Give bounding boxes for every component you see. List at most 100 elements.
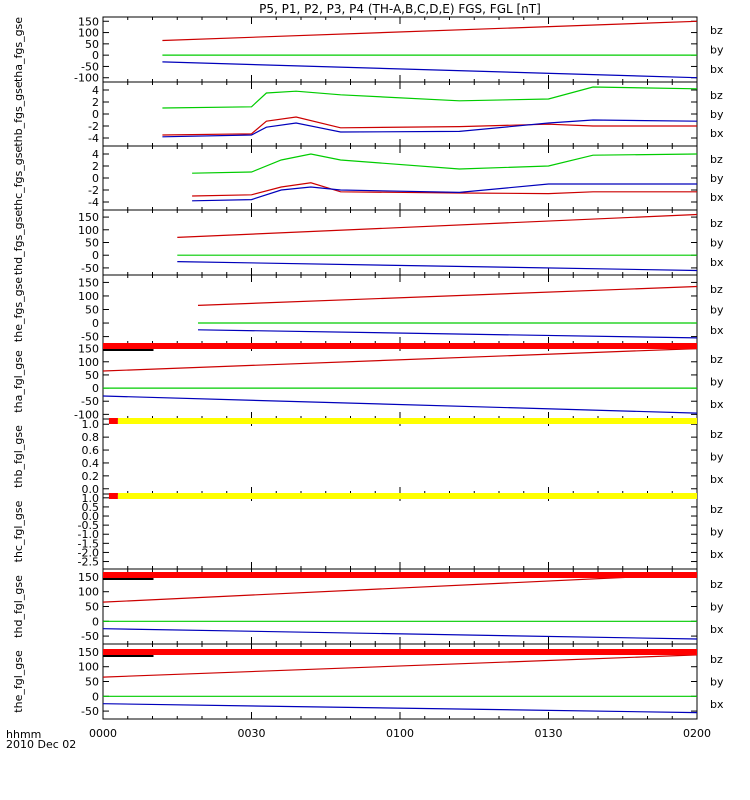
y-axis-label: the_fgs_gse — [12, 277, 25, 342]
flag-bar-black — [103, 578, 154, 580]
series-line-bx — [162, 119, 698, 138]
time-axis-label: hhmm — [6, 728, 41, 741]
flag-bar — [108, 418, 698, 424]
y-tick-label: 100 — [78, 356, 99, 369]
panel-frame — [102, 16, 698, 83]
legend-bz: bz — [710, 153, 723, 166]
flag-bar-black — [103, 349, 154, 351]
y-tick-label: 0.2 — [82, 470, 100, 483]
y-tick-label: 0 — [92, 690, 99, 703]
y-tick-label: 0 — [92, 49, 99, 62]
x-tick-label: 0200 — [683, 727, 711, 740]
legend-by: by — [710, 304, 724, 317]
y-tick-label: 2 — [92, 160, 99, 173]
series-line-bz — [197, 285, 698, 306]
legend-bx: bx — [710, 623, 724, 636]
legend-bx: bx — [710, 698, 724, 711]
x-tick-label: 0130 — [535, 727, 563, 740]
legend-bz: bz — [710, 89, 723, 102]
series-line-bx — [197, 329, 698, 339]
panel-frame — [102, 568, 698, 645]
y-tick-label: -2 — [88, 120, 99, 133]
x-tick-label: 0030 — [238, 727, 266, 740]
y-tick-label: 50 — [85, 601, 99, 614]
flag-bar-segment — [108, 493, 118, 499]
y-axis-label: thd_fgs_gse — [12, 210, 25, 276]
legend-bz: bz — [710, 283, 723, 296]
flag-bar-segment — [108, 418, 118, 424]
y-tick-label: 1.0 — [82, 492, 100, 505]
y-tick-label: -50 — [81, 705, 99, 718]
series-line-bz — [102, 348, 698, 372]
series-line-bx — [192, 183, 697, 202]
y-tick-label: 0.0 — [82, 510, 100, 523]
legend-by: by — [710, 44, 724, 57]
legend-by: by — [710, 676, 724, 689]
y-tick-label: 0.8 — [82, 431, 100, 444]
y-axis-label: the_fgl_gse — [12, 650, 25, 713]
panel-frame — [102, 493, 698, 570]
y-tick-label: -2.0 — [78, 546, 99, 559]
series-line-by — [192, 153, 698, 174]
y-tick-label: 50 — [85, 304, 99, 317]
legend-bx: bx — [710, 548, 724, 561]
y-tick-label: 0 — [92, 249, 99, 262]
flag-bar-black — [103, 655, 154, 657]
y-tick-label: 100 — [78, 290, 99, 303]
chart-title: P5, P1, P2, P3, P4 (TH-A,B,C,D,E) FGS, F… — [259, 2, 541, 16]
y-tick-label: -0.5 — [78, 519, 99, 532]
panel-thc_fgl_gse: 1.00.50.0-0.5-1.0-1.5-2.0-2.5 thc_fgl_gse… — [12, 492, 724, 570]
legend-by: by — [710, 376, 724, 389]
flag-bar-fill — [117, 493, 698, 499]
y-tick-label: 0 — [92, 615, 99, 628]
series-line-bz — [162, 116, 697, 136]
y-tick-label: -2 — [88, 184, 99, 197]
y-tick-label: -100 — [74, 72, 99, 85]
panel-frame — [102, 343, 698, 420]
y-tick-label: 100 — [78, 224, 99, 237]
legend-bz: bz — [710, 428, 723, 441]
y-tick-label: 0.4 — [82, 457, 100, 470]
flag-bar-fill — [103, 649, 697, 655]
y-tick-label: -4 — [88, 132, 99, 145]
flag-bar — [108, 493, 698, 499]
series-line-bz — [192, 182, 697, 197]
y-tick-label: 100 — [78, 661, 99, 674]
legend-bz: bz — [710, 653, 723, 666]
flag-bar — [103, 572, 697, 580]
legend-by: by — [710, 172, 724, 185]
y-tick-label: 100 — [78, 586, 99, 599]
y-axis-label: thb_fgl_gse — [12, 425, 25, 488]
y-tick-label: 50 — [85, 676, 99, 689]
legend-by: by — [710, 601, 724, 614]
y-tick-label: 0 — [92, 172, 99, 185]
panel-thb_fgl_gse: 1.00.80.60.40.20.0 thb_fgl_gse bz by bx — [12, 418, 724, 496]
y-axis-label: thd_fgl_gse — [12, 575, 25, 638]
series-line-bz — [102, 573, 698, 603]
series-line-bz — [177, 213, 698, 238]
y-tick-label: 150 — [78, 276, 99, 289]
date-label: 2010 Dec 02 — [6, 738, 76, 751]
legend-bx: bx — [710, 63, 724, 76]
legend-bx: bx — [710, 473, 724, 486]
y-tick-label: -50 — [81, 331, 99, 344]
flag-bar — [103, 649, 697, 657]
y-tick-label: 50 — [85, 369, 99, 382]
y-tick-label: 50 — [85, 38, 99, 51]
panel-thb_fgs_gse: 420-2-4 thb_fgs_gse bz by bx — [12, 81, 724, 147]
y-tick-label: -2.5 — [78, 556, 99, 569]
y-tick-label: 0 — [92, 382, 99, 395]
y-tick-label: -1.0 — [78, 528, 99, 541]
y-tick-label: 150 — [78, 211, 99, 224]
y-axis-label: thc_fgs_gse — [12, 146, 25, 211]
series-line-bx — [177, 261, 698, 272]
y-tick-label: 100 — [78, 27, 99, 40]
legend-by: by — [710, 237, 724, 250]
panel-the_fgl_gse: 150 100 500 -50 the_fgl_gse bz by bx — [12, 643, 724, 720]
y-tick-label: 0 — [92, 317, 99, 330]
series-line-bx — [102, 395, 698, 414]
series-line-bx — [162, 61, 698, 79]
legend-bz: bz — [710, 578, 723, 591]
series-line-bz — [162, 20, 698, 42]
